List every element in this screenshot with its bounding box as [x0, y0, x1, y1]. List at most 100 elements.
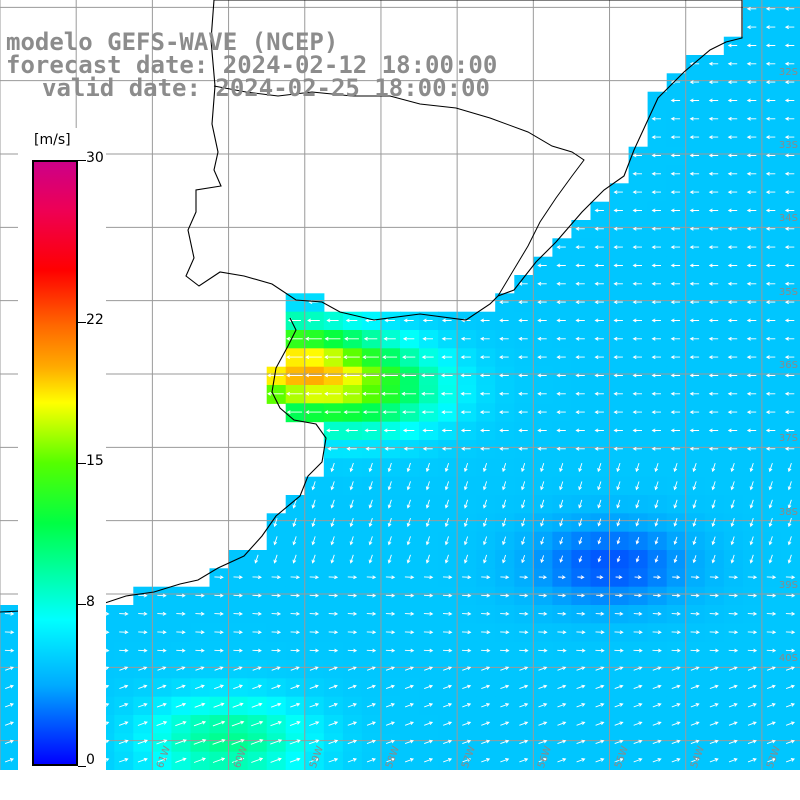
wind-arrow: [176, 611, 186, 616]
wind-speed-cell: [781, 55, 800, 74]
wind-arrow: [765, 190, 776, 195]
wind-arrow: [421, 410, 434, 415]
wind-arrow: [327, 446, 338, 451]
wind-speed-cell: [209, 623, 230, 643]
wind-arrow: [403, 446, 414, 451]
wind-map: modelo GEFS-WAVE (NCEP) forecast date: 2…: [0, 0, 800, 770]
wind-arrow: [633, 648, 643, 653]
wind-arrow: [537, 336, 547, 341]
wind-arrow: [633, 703, 643, 708]
wind-arrow: [652, 648, 662, 653]
wind-speed-cell: [400, 476, 420, 496]
wind-speed-cell: [742, 366, 763, 386]
wind-speed-cell: [381, 458, 401, 478]
wind-speed-cell: [400, 751, 420, 770]
wind-speed-cell: [476, 385, 496, 404]
wind-arrow: [500, 611, 510, 616]
wind-speed-cell: [628, 348, 649, 368]
wind-arrow: [402, 428, 415, 433]
wind-speed-cell: [114, 715, 134, 734]
title-valid-date: valid date: 2024-02-25 18:00:00: [42, 74, 490, 102]
wind-speed-cell: [381, 440, 401, 459]
wind-arrow: [463, 481, 469, 491]
wind-arrow: [362, 373, 379, 378]
wind-speed-cell: [761, 348, 782, 368]
wind-arrow: [231, 757, 245, 763]
wind-speed-cell: [400, 330, 420, 349]
wind-arrow: [366, 758, 376, 763]
wind-speed-cell: [685, 91, 706, 111]
wind-speed-cell: [285, 311, 306, 331]
wind-arrow: [540, 518, 545, 527]
wind-arrow: [709, 593, 719, 598]
wind-speed-cell: [323, 605, 344, 624]
wind-speed-cell: [781, 421, 800, 441]
wind-speed-cell: [533, 586, 553, 606]
wind-speed-cell: [609, 751, 630, 770]
wind-arrow: [368, 481, 373, 491]
wind-speed-cell: [685, 366, 706, 386]
wind-speed-cell: [742, 385, 763, 404]
wind-speed-cell: [742, 293, 763, 313]
wind-speed-cell: [723, 513, 744, 533]
wind-speed-cell: [723, 201, 744, 221]
wind-arrow: [443, 703, 453, 708]
wind-arrow: [538, 758, 548, 763]
wind-speed-cell: [761, 128, 782, 148]
wind-arrow: [347, 703, 357, 708]
wind-arrow: [251, 702, 263, 708]
wind-speed-cell: [304, 311, 325, 331]
wind-speed-cell: [685, 733, 706, 753]
wind-arrow: [557, 758, 567, 763]
wind-speed-cell: [552, 660, 572, 679]
wind-arrow: [382, 410, 397, 415]
wind-arrow: [556, 446, 566, 451]
wind-arrow: [633, 611, 643, 616]
wind-arrow: [481, 648, 491, 653]
wind-speed-cell: [571, 421, 591, 441]
wind-arrow: [746, 318, 757, 323]
wind-speed-cell: [285, 550, 306, 569]
wind-arrow: [423, 593, 434, 598]
wind-arrow: [746, 300, 757, 305]
wind-arrow: [500, 703, 510, 708]
wind-speed-cell: [514, 733, 534, 753]
wind-speed-cell: [685, 568, 706, 588]
wind-speed-cell: [495, 366, 515, 386]
wind-arrow: [556, 263, 566, 268]
wind-speed-cell: [133, 678, 153, 698]
wind-speed-cell: [400, 660, 420, 679]
wind-arrow: [518, 428, 528, 433]
wind-arrow: [193, 720, 207, 727]
wind-speed-cell: [247, 623, 268, 643]
wind-speed-cell: [361, 696, 382, 716]
wind-speed-cell: [533, 366, 553, 386]
wind-speed-cell: [285, 623, 306, 643]
wind-speed-cell: [361, 733, 382, 753]
wind-arrow: [404, 721, 414, 726]
wind-arrow: [343, 355, 360, 360]
wind-arrow: [252, 684, 262, 690]
wind-arrow: [576, 758, 586, 763]
wind-arrow: [462, 721, 472, 726]
wind-speed-cell: [781, 165, 800, 184]
wind-speed-cell: [666, 421, 687, 441]
wind-speed-cell: [171, 678, 191, 698]
wind-speed-cell: [266, 550, 287, 569]
wind-arrow: [670, 135, 681, 140]
wind-arrow: [671, 684, 681, 690]
wind-arrow: [670, 373, 681, 378]
wind-arrow: [614, 721, 624, 726]
wind-arrow: [613, 355, 623, 360]
wind-speed-cell: [628, 696, 649, 716]
wind-arrow: [175, 720, 187, 727]
wind-arrow: [670, 428, 681, 433]
wind-arrow: [577, 575, 585, 580]
wind-arrow: [594, 336, 604, 341]
latitude-label: 35S: [778, 286, 798, 298]
wind-speed-cell: [533, 495, 553, 514]
wind-arrow: [404, 758, 414, 763]
wind-speed-cell: [457, 421, 477, 441]
wind-arrow: [540, 462, 545, 473]
wind-speed-cell: [495, 513, 515, 533]
